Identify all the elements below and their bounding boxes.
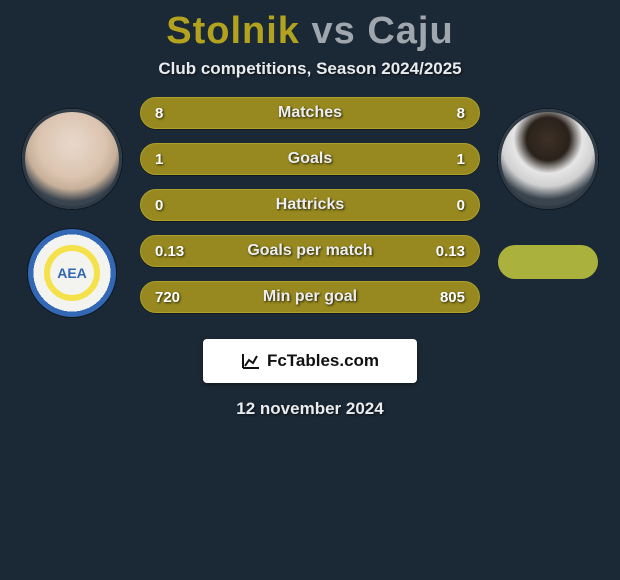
competition-subtitle: Club competitions, Season 2024/2025 xyxy=(0,59,620,79)
stats-column: 8 Matches 8 1 Goals 1 0 Hattricks 0 0.13… xyxy=(140,97,480,313)
vs-text: vs xyxy=(312,10,356,52)
comparison-widget: Stolnik vs Caju Club competitions, Seaso… xyxy=(0,0,620,419)
player2-club-logo xyxy=(498,245,598,279)
stat-row-mpg: 720 Min per goal 805 xyxy=(140,281,480,313)
stat-left-value: 720 xyxy=(155,289,180,306)
right-column xyxy=(498,97,598,279)
stat-label: Goals per match xyxy=(247,242,372,260)
stat-label: Matches xyxy=(278,104,342,122)
stat-row-goals: 1 Goals 1 xyxy=(140,143,480,175)
player2-avatar xyxy=(498,109,598,209)
stat-left-value: 1 xyxy=(155,151,163,168)
player1-avatar xyxy=(22,109,122,209)
left-column xyxy=(22,97,122,317)
stat-right-value: 0.13 xyxy=(436,243,465,260)
main-row: 8 Matches 8 1 Goals 1 0 Hattricks 0 0.13… xyxy=(0,97,620,317)
stat-left-value: 0.13 xyxy=(155,243,184,260)
player2-name: Caju xyxy=(367,10,453,52)
stat-label: Min per goal xyxy=(263,288,357,306)
comparison-title: Stolnik vs Caju xyxy=(0,10,620,53)
date-label: 12 november 2024 xyxy=(0,399,620,419)
source-badge[interactable]: FcTables.com xyxy=(203,339,417,383)
stat-right-value: 1 xyxy=(457,151,465,168)
player1-club-logo xyxy=(28,229,116,317)
stat-row-matches: 8 Matches 8 xyxy=(140,97,480,129)
stat-right-value: 805 xyxy=(440,289,465,306)
source-label: FcTables.com xyxy=(267,351,379,371)
stat-right-value: 0 xyxy=(457,197,465,214)
player1-name: Stolnik xyxy=(166,10,300,52)
stat-right-value: 8 xyxy=(457,105,465,122)
stat-row-hattricks: 0 Hattricks 0 xyxy=(140,189,480,221)
chart-icon xyxy=(241,352,261,370)
stat-label: Goals xyxy=(288,150,332,168)
stat-left-value: 8 xyxy=(155,105,163,122)
stat-row-gpm: 0.13 Goals per match 0.13 xyxy=(140,235,480,267)
stat-label: Hattricks xyxy=(276,196,344,214)
stat-left-value: 0 xyxy=(155,197,163,214)
